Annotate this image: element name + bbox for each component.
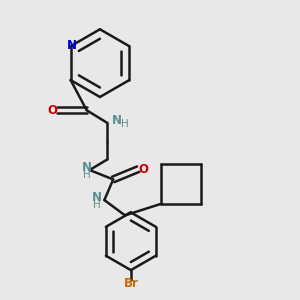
Text: O: O [47,104,57,117]
Text: H: H [83,170,91,180]
Text: H: H [93,200,101,210]
Text: N: N [67,39,77,52]
Text: N: N [112,114,122,127]
Text: N: N [92,191,102,205]
Text: N: N [82,161,92,174]
Text: Br: Br [123,277,138,290]
Text: O: O [139,163,148,176]
Text: H: H [121,119,128,129]
